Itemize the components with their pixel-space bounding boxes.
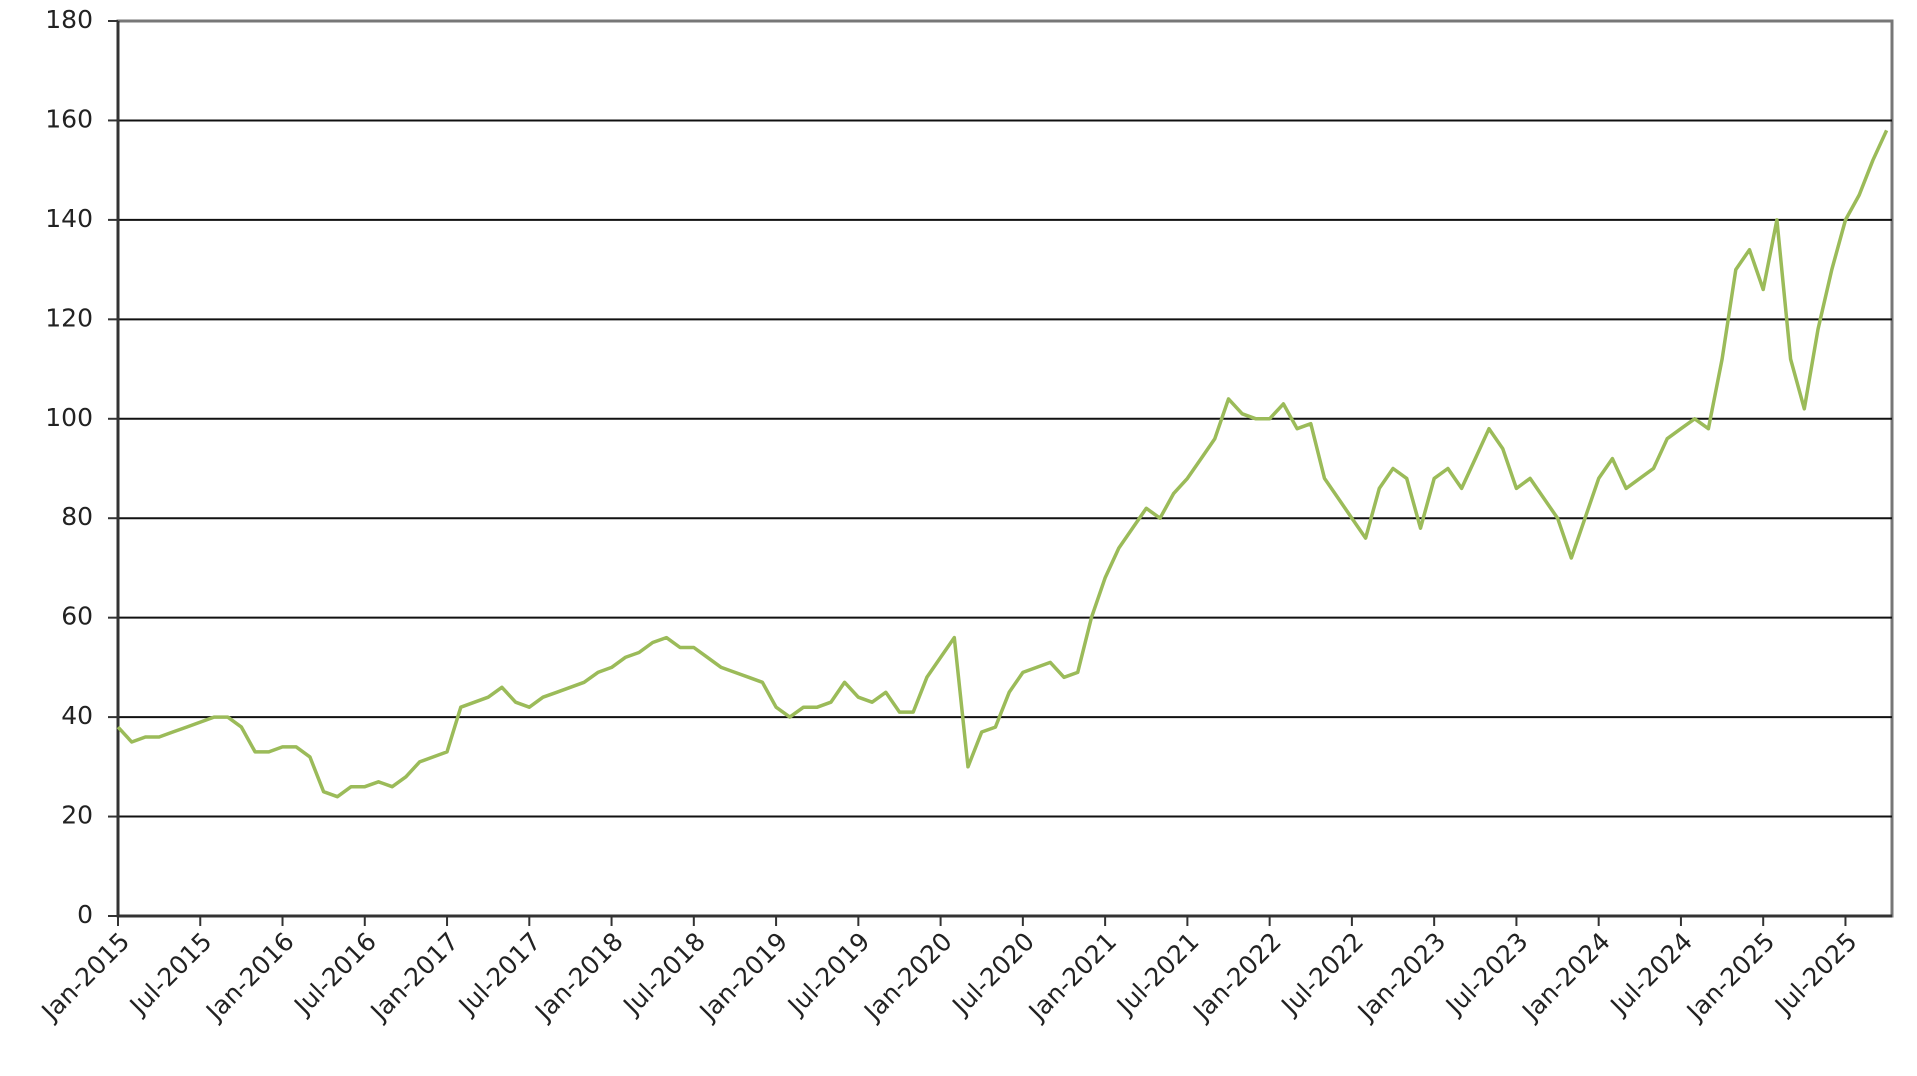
x-tick-label: Jan-2019 <box>693 927 794 1028</box>
x-tick-label: Jan-2020 <box>857 927 958 1028</box>
y-tick-label: 20 <box>61 801 93 830</box>
y-tick-label: 180 <box>45 5 93 34</box>
y-tick-label: 140 <box>45 204 93 233</box>
y-tick-label: 160 <box>45 104 93 133</box>
x-tick-label: Jan-2024 <box>1515 927 1616 1028</box>
x-tick-label: Jul-2025 <box>1768 927 1863 1022</box>
y-tick-label: 120 <box>45 303 93 332</box>
x-tick-label: Jan-2021 <box>1022 927 1123 1028</box>
data-line <box>116 129 1889 799</box>
x-tick-label: Jan-2016 <box>199 927 300 1028</box>
x-tick-label: Jan-2022 <box>1186 927 1287 1028</box>
y-tick-label: 80 <box>61 502 93 531</box>
y-tick-label: 60 <box>61 602 93 631</box>
y-tick-label: 40 <box>61 701 93 730</box>
x-tick-label: Jan-2025 <box>1680 927 1781 1028</box>
x-tick-label: Jan-2015 <box>35 927 136 1028</box>
x-tick-label: Jan-2018 <box>528 927 629 1028</box>
y-tick-label: 0 <box>77 900 93 929</box>
y-tick-label: 100 <box>45 403 93 432</box>
x-tick-label: Jan-2023 <box>1351 927 1452 1028</box>
plot-frame <box>116 19 1894 918</box>
x-tick-label: Jan-2017 <box>364 927 465 1028</box>
